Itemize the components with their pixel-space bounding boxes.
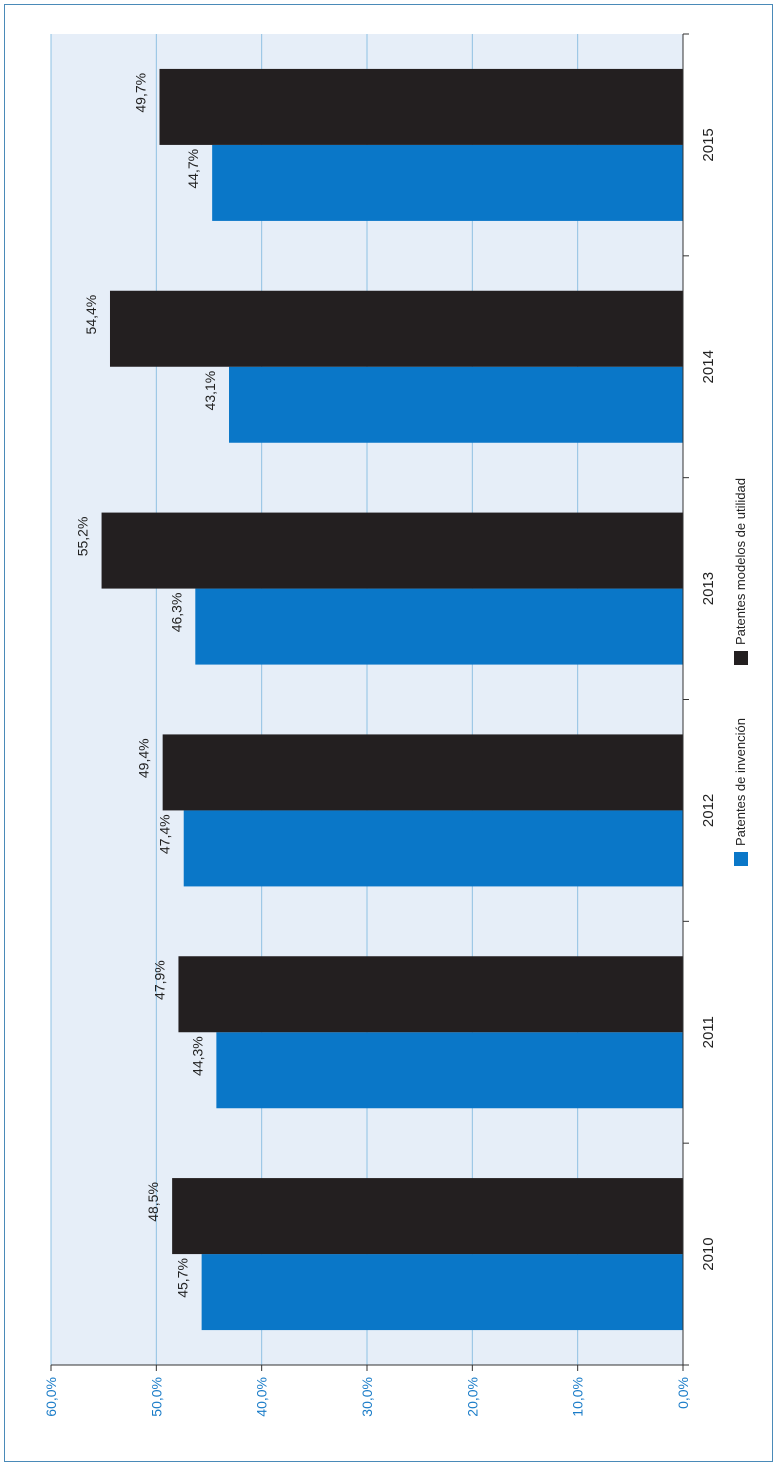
bar-utilidad-2014	[109, 290, 683, 367]
data-label-0-3: 46,3%	[168, 593, 184, 633]
data-label-1-5: 49,7%	[132, 73, 148, 113]
legend-label-0: Patentes de invención	[733, 718, 748, 846]
bar-invencion-2012	[183, 810, 683, 887]
bar-invencion-2010	[201, 1254, 684, 1331]
bar-utilidad-2013	[101, 512, 683, 589]
value-tick-label-4: 40,0%	[254, 1377, 270, 1417]
data-label-0-4: 43,1%	[202, 371, 218, 411]
data-label-1-0: 48,5%	[145, 1182, 161, 1222]
bar-utilidad-2011	[178, 956, 683, 1033]
bar-utilidad-2010	[172, 1178, 683, 1255]
legend: Patentes de invención Patentes modelos de…	[733, 478, 748, 866]
legend-swatch-1	[734, 651, 748, 665]
data-label-1-2: 49,4%	[136, 738, 152, 778]
category-label-2014: 2014	[700, 350, 717, 383]
bar-invencion-2013	[195, 588, 683, 665]
data-label-1-4: 54,4%	[83, 295, 99, 335]
data-label-0-0: 45,7%	[175, 1258, 191, 1298]
bar-invencion-2011	[216, 1032, 683, 1109]
legend-label-1: Patentes modelos de utilidad	[733, 478, 748, 645]
value-tick-label-1: 10,0%	[570, 1377, 586, 1417]
category-label-2010: 2010	[700, 1237, 717, 1270]
data-label-1-3: 55,2%	[75, 517, 91, 557]
category-label-2011: 2011	[700, 1016, 717, 1048]
value-tick-label-3: 30,0%	[359, 1377, 375, 1417]
value-tick-label-0: 0,0%	[675, 1377, 691, 1409]
chart-frame	[4, 4, 773, 1462]
value-tick-label-2: 20,0%	[464, 1377, 480, 1417]
labels: 45,7% 44,3% 47,4% 46,3% 43,1% 44,7% 48,5% 47,9%…	[75, 73, 717, 1298]
category-label-2012: 2012	[700, 794, 717, 827]
value-tick-label-6: 60,0%	[43, 1377, 59, 1417]
category-label-2015: 2015	[700, 128, 717, 161]
bar-invencion-2015	[212, 144, 683, 221]
data-label-0-5: 44,7%	[185, 149, 201, 189]
legend-swatch-0	[734, 852, 748, 866]
data-label-0-2: 47,4%	[157, 814, 173, 854]
bar-utilidad-2015	[159, 68, 683, 145]
axes: 0,0% 10,0% 20,0% 30,0% 40,0% 50,0% 60,0%	[43, 33, 691, 1417]
gridlines	[50, 34, 579, 1365]
data-label-1-1: 47,9%	[151, 960, 167, 1000]
value-tick-label-5: 50,0%	[148, 1377, 164, 1417]
bar-utilidad-2012	[162, 734, 684, 811]
bars	[101, 68, 684, 1331]
bar-invencion-2014	[229, 366, 683, 443]
data-label-0-1: 44,3%	[189, 1036, 205, 1076]
category-label-2013: 2013	[700, 572, 717, 605]
